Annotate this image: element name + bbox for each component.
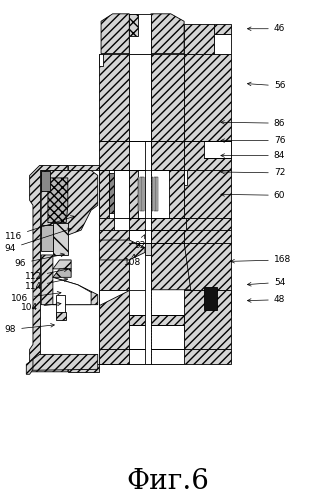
Bar bbox=[184, 290, 230, 350]
Bar bbox=[149, 178, 151, 211]
Text: 56: 56 bbox=[248, 82, 285, 90]
Text: 114: 114 bbox=[25, 278, 68, 291]
Bar bbox=[184, 218, 230, 230]
Bar bbox=[169, 170, 184, 218]
Bar bbox=[99, 218, 129, 230]
Bar bbox=[129, 314, 184, 324]
Bar bbox=[142, 178, 144, 211]
Text: 92: 92 bbox=[134, 235, 146, 250]
Text: 108: 108 bbox=[124, 254, 142, 267]
Bar bbox=[191, 290, 230, 314]
Polygon shape bbox=[53, 222, 68, 255]
Bar bbox=[154, 178, 155, 211]
Bar bbox=[151, 54, 184, 141]
Bar bbox=[151, 230, 184, 242]
Text: 98: 98 bbox=[5, 324, 54, 334]
Bar bbox=[204, 140, 230, 158]
Bar bbox=[140, 178, 142, 211]
Polygon shape bbox=[151, 14, 184, 54]
Bar bbox=[99, 54, 129, 141]
Polygon shape bbox=[101, 14, 129, 54]
Bar bbox=[145, 178, 146, 211]
Bar bbox=[56, 294, 65, 314]
Polygon shape bbox=[68, 166, 99, 372]
Polygon shape bbox=[29, 354, 98, 370]
Bar bbox=[184, 24, 214, 54]
Text: 60: 60 bbox=[221, 191, 285, 200]
Bar bbox=[184, 230, 230, 242]
Bar bbox=[129, 350, 184, 364]
Polygon shape bbox=[53, 269, 71, 278]
Polygon shape bbox=[29, 166, 68, 372]
Bar bbox=[184, 54, 230, 141]
Text: 54: 54 bbox=[248, 278, 285, 287]
Text: 86: 86 bbox=[221, 118, 285, 128]
Bar bbox=[129, 140, 151, 170]
Polygon shape bbox=[99, 290, 129, 304]
Bar bbox=[41, 172, 50, 192]
Bar bbox=[114, 218, 129, 230]
Bar bbox=[99, 350, 230, 364]
Bar bbox=[184, 140, 230, 170]
Bar bbox=[129, 14, 138, 36]
Bar bbox=[184, 170, 230, 218]
Polygon shape bbox=[53, 260, 71, 269]
Polygon shape bbox=[184, 242, 230, 290]
Bar bbox=[138, 178, 139, 211]
Text: 46: 46 bbox=[248, 24, 285, 33]
Text: 168: 168 bbox=[231, 256, 291, 264]
Bar bbox=[41, 225, 53, 251]
Polygon shape bbox=[53, 278, 91, 304]
Bar bbox=[129, 14, 151, 54]
Text: 72: 72 bbox=[221, 168, 285, 177]
Text: 76: 76 bbox=[221, 136, 285, 145]
Bar bbox=[145, 140, 151, 364]
Bar bbox=[214, 34, 230, 54]
Bar bbox=[147, 178, 148, 211]
Text: 116: 116 bbox=[5, 216, 74, 240]
Text: 84: 84 bbox=[221, 151, 285, 160]
Bar bbox=[99, 242, 129, 290]
Bar bbox=[214, 24, 230, 34]
Polygon shape bbox=[40, 170, 99, 364]
Bar bbox=[151, 178, 153, 211]
Text: 96: 96 bbox=[15, 253, 64, 268]
Bar bbox=[156, 178, 158, 211]
Text: 104: 104 bbox=[21, 302, 61, 312]
Bar bbox=[109, 173, 114, 212]
Bar bbox=[129, 314, 184, 350]
Bar bbox=[151, 140, 184, 170]
Polygon shape bbox=[41, 170, 98, 235]
Bar bbox=[99, 170, 109, 218]
Polygon shape bbox=[151, 242, 191, 290]
Bar bbox=[129, 324, 184, 349]
Bar bbox=[99, 54, 103, 66]
Text: 48: 48 bbox=[248, 295, 285, 304]
Text: 94: 94 bbox=[5, 228, 71, 253]
Text: 106: 106 bbox=[11, 292, 61, 302]
Polygon shape bbox=[99, 240, 145, 260]
Bar bbox=[99, 230, 129, 242]
Bar bbox=[184, 170, 188, 186]
Bar bbox=[145, 242, 151, 255]
Polygon shape bbox=[48, 178, 68, 222]
Bar bbox=[99, 140, 129, 170]
Text: 112: 112 bbox=[25, 268, 68, 281]
Bar bbox=[129, 170, 138, 218]
Bar bbox=[129, 242, 151, 290]
Polygon shape bbox=[41, 255, 98, 304]
Polygon shape bbox=[26, 360, 33, 374]
Bar bbox=[129, 218, 186, 230]
Bar bbox=[129, 54, 151, 141]
Bar bbox=[56, 312, 66, 320]
Bar bbox=[129, 230, 151, 242]
Bar bbox=[99, 290, 129, 350]
Text: Фиг.6: Фиг.6 bbox=[126, 468, 209, 494]
Bar bbox=[114, 170, 129, 218]
Bar bbox=[204, 288, 217, 310]
